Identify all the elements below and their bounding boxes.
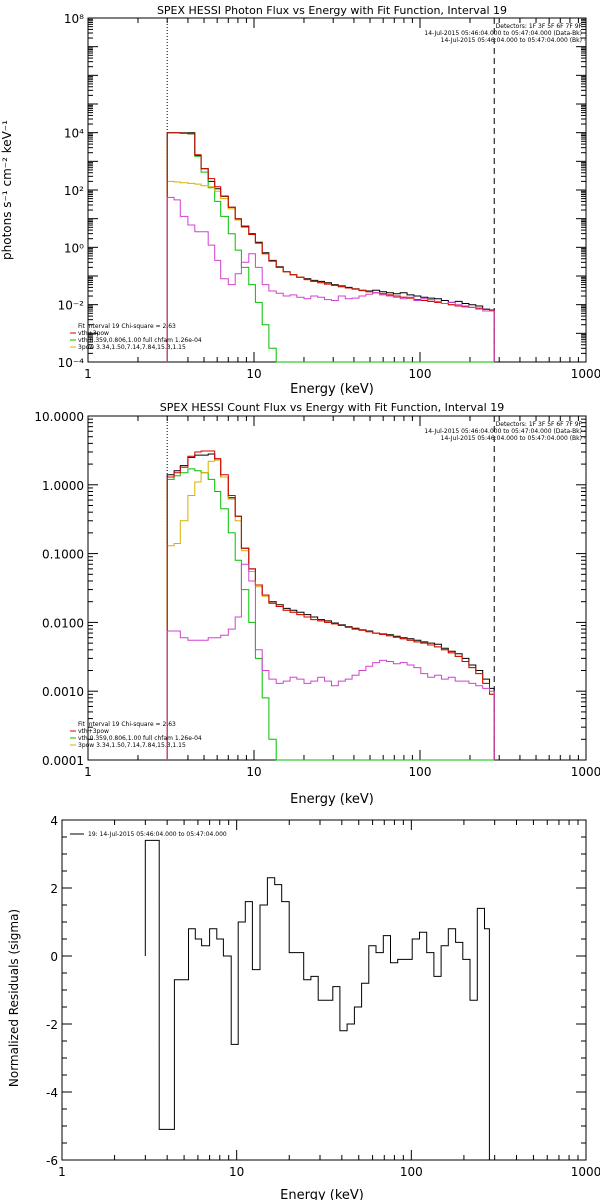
series-step-line-4 bbox=[166, 196, 495, 362]
legend-top-right-entry: 14-Jul-2015 05:46:04.000 to 05:47:04.000… bbox=[441, 37, 582, 44]
x-tick-label: 10 bbox=[246, 765, 261, 779]
photon-flux-xlabel: Energy (keV) bbox=[290, 382, 374, 397]
series-step-line-3 bbox=[166, 450, 495, 760]
x-tick-label: 1000 bbox=[571, 1165, 600, 1179]
x-tick-label: 100 bbox=[400, 1165, 423, 1179]
x-tick-label: 1 bbox=[84, 367, 92, 381]
y-tick-label: -2 bbox=[46, 1018, 58, 1032]
legend-bottom-left-entry: vth+3pow bbox=[78, 728, 109, 735]
y-tick-label: 10⁰ bbox=[64, 241, 84, 255]
series-step-line-1 bbox=[166, 132, 495, 363]
residuals-xlabel: Energy (keV) bbox=[280, 1188, 364, 1200]
y-tick-label: 10⁸ bbox=[64, 12, 84, 26]
photon-flux-panel: SPEX HESSI Photon Flux vs Energy with Fi… bbox=[0, 4, 600, 397]
x-tick-label: 1 bbox=[58, 1165, 66, 1179]
legend-top-right-entry: 14-Jul-2015 05:46:04.000 to 05:47:04.000… bbox=[424, 30, 582, 37]
count-flux-panel: SPEX HESSI Count Flux vs Energy with Fit… bbox=[34, 401, 600, 807]
x-tick-label: 100 bbox=[409, 765, 432, 779]
y-tick-label: 4 bbox=[50, 814, 58, 828]
y-tick-label: 0.0001 bbox=[42, 754, 84, 768]
residuals-panel: Energy (keV) Normalized Residuals (sigma… bbox=[7, 814, 600, 1200]
y-tick-label: 0 bbox=[50, 950, 58, 964]
y-tick-label: 10⁻² bbox=[58, 299, 85, 313]
y-tick-label: 0.0010 bbox=[42, 685, 84, 699]
x-tick-label: 10 bbox=[229, 1165, 244, 1179]
legend-bottom-left-entry: vth 0.359,0.806,1.00 full chfam 1.26e-04 bbox=[78, 337, 202, 344]
legend-top-right-entry: 14-Jul-2015 05:46:04.000 to 05:47:04.000… bbox=[441, 435, 582, 442]
legend-top-left-entry: 19: 14-Jul-2015 05:46:04.000 to 05:47:04… bbox=[88, 831, 227, 838]
y-tick-label: 2 bbox=[50, 882, 58, 896]
y-tick-label: 1.0000 bbox=[42, 479, 84, 493]
series-step-line-4 bbox=[166, 563, 495, 760]
photon-flux-title: SPEX HESSI Photon Flux vs Energy with Fi… bbox=[157, 4, 507, 17]
legend-bottom-left-entry: 3pow 3.34,1.50,7.14,7.84,15.3,1.15 bbox=[78, 742, 186, 749]
residuals-plot-area: 1 10 100 1000 -6 -4 -2 0 2 4 19: 14-Jul-2015 05:46… bbox=[46, 814, 600, 1179]
legend-bottom-left-entry: Fit Interval 19 Chi-square = 2.63 bbox=[78, 323, 176, 330]
y-tick-label: 0.0100 bbox=[42, 616, 84, 630]
x-tick-label: 1000 bbox=[571, 367, 600, 381]
y-tick-label: 10⁴ bbox=[64, 127, 84, 141]
legend-bottom-left-entry: vth 0.359,0.806,1.00 full chfam 1.26e-04 bbox=[78, 735, 202, 742]
y-tick-label: 0.1000 bbox=[42, 548, 84, 562]
series-step-line-0 bbox=[144, 839, 490, 1160]
y-tick-label: 10.0000 bbox=[34, 410, 84, 424]
x-tick-label: 1000 bbox=[571, 765, 600, 779]
legend-top-right-entry: Detectors: 1F 3F 5F 6F 7F 9F bbox=[496, 23, 583, 30]
photon-flux-plot-area: 1 10 100 1000 10⁻⁴ 10⁻² 10⁰ 10² 10⁴ 10⁸ Detectors:… bbox=[58, 12, 600, 381]
x-tick-label: 10 bbox=[246, 367, 261, 381]
y-tick-label: -4 bbox=[46, 1086, 58, 1100]
residuals-ylabel: Normalized Residuals (sigma) bbox=[7, 909, 21, 1087]
photon-flux-ylabel: photons s⁻¹ cm⁻² keV⁻¹ bbox=[0, 120, 14, 260]
count-flux-xlabel: Energy (keV) bbox=[290, 792, 374, 807]
legend-bottom-left-entry: Fit Interval 19 Chi-square = 2.63 bbox=[78, 721, 176, 728]
x-tick-label: 1 bbox=[84, 765, 92, 779]
count-flux-title: SPEX HESSI Count Flux vs Energy with Fit… bbox=[160, 401, 504, 414]
legend-bottom-left-entry: 3pow 3.34,1.50,7.14,7.84,15.3,1.15 bbox=[78, 344, 186, 351]
legend-top-right-entry: 14-Jul-2015 05:46:04.000 to 05:47:04.000… bbox=[424, 428, 582, 435]
x-tick-label: 100 bbox=[409, 367, 432, 381]
y-tick-label: 10² bbox=[64, 184, 84, 198]
y-tick-label: 10⁻⁴ bbox=[58, 356, 85, 370]
legend-bottom-left-entry: vth+3pow bbox=[78, 330, 109, 337]
count-flux-plot-area: 1 10 100 1000 0.0001 0.0010 0.0100 0.1000 1.0000… bbox=[34, 410, 600, 779]
y-tick-label: -6 bbox=[46, 1154, 58, 1168]
legend-top-right-entry: Detectors: 1F 3F 5F 6F 7F 9F bbox=[496, 421, 583, 428]
